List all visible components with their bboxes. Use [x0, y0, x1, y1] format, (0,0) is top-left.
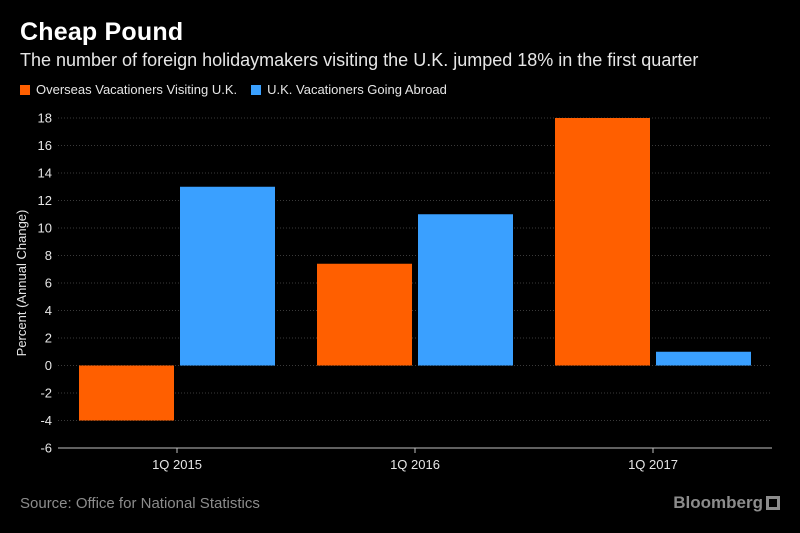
y-tick-label: 14	[38, 166, 52, 181]
y-tick-label: 16	[38, 138, 52, 153]
y-tick-label: 2	[45, 331, 52, 346]
x-tick-label: 1Q 2017	[628, 457, 678, 472]
y-tick-label: 4	[45, 303, 52, 318]
bar-abroad	[418, 214, 513, 366]
bloomberg-logo-icon	[766, 496, 780, 510]
y-tick-label: -6	[40, 441, 52, 456]
legend-label-overseas: Overseas Vacationers Visiting U.K.	[36, 82, 238, 97]
legend-item-overseas: Overseas Vacationers Visiting U.K.	[20, 82, 237, 97]
bar-overseas	[79, 365, 174, 421]
x-tick-label: 1Q 2015	[152, 457, 202, 472]
y-tick-label: 6	[45, 276, 52, 291]
bar-overseas	[555, 118, 650, 366]
y-tick-label: -4	[40, 413, 52, 428]
bar-abroad	[656, 351, 751, 366]
bar-overseas	[317, 263, 412, 366]
y-tick-label: 0	[45, 358, 52, 373]
chart-title: Cheap Pound	[20, 18, 184, 46]
y-tick-label: 18	[38, 111, 52, 126]
legend-item-abroad: U.K. Vacationers Going Abroad	[251, 82, 447, 97]
x-tick-label: 1Q 2016	[390, 457, 440, 472]
legend-swatch-abroad	[251, 84, 262, 95]
source-note: Source: Office for National Statistics	[20, 495, 260, 512]
legend-label-abroad: U.K. Vacationers Going Abroad	[267, 82, 447, 97]
legend-swatch-overseas	[20, 84, 30, 95]
brand-name: Bloomberg	[673, 493, 763, 512]
brand-logo: Bloomberg	[673, 493, 780, 513]
y-tick-label: 10	[38, 221, 52, 236]
y-tick-label: 8	[45, 248, 52, 263]
y-tick-label: 12	[38, 193, 52, 208]
bar-abroad	[180, 186, 275, 366]
chart-subtitle: The number of foreign holidaymakers visi…	[20, 50, 699, 70]
y-axis-label: Percent (Annual Change)	[14, 210, 29, 357]
y-tick-label: -2	[40, 386, 52, 401]
legend: Overseas Vacationers Visiting U.K. U.K. …	[20, 82, 461, 97]
